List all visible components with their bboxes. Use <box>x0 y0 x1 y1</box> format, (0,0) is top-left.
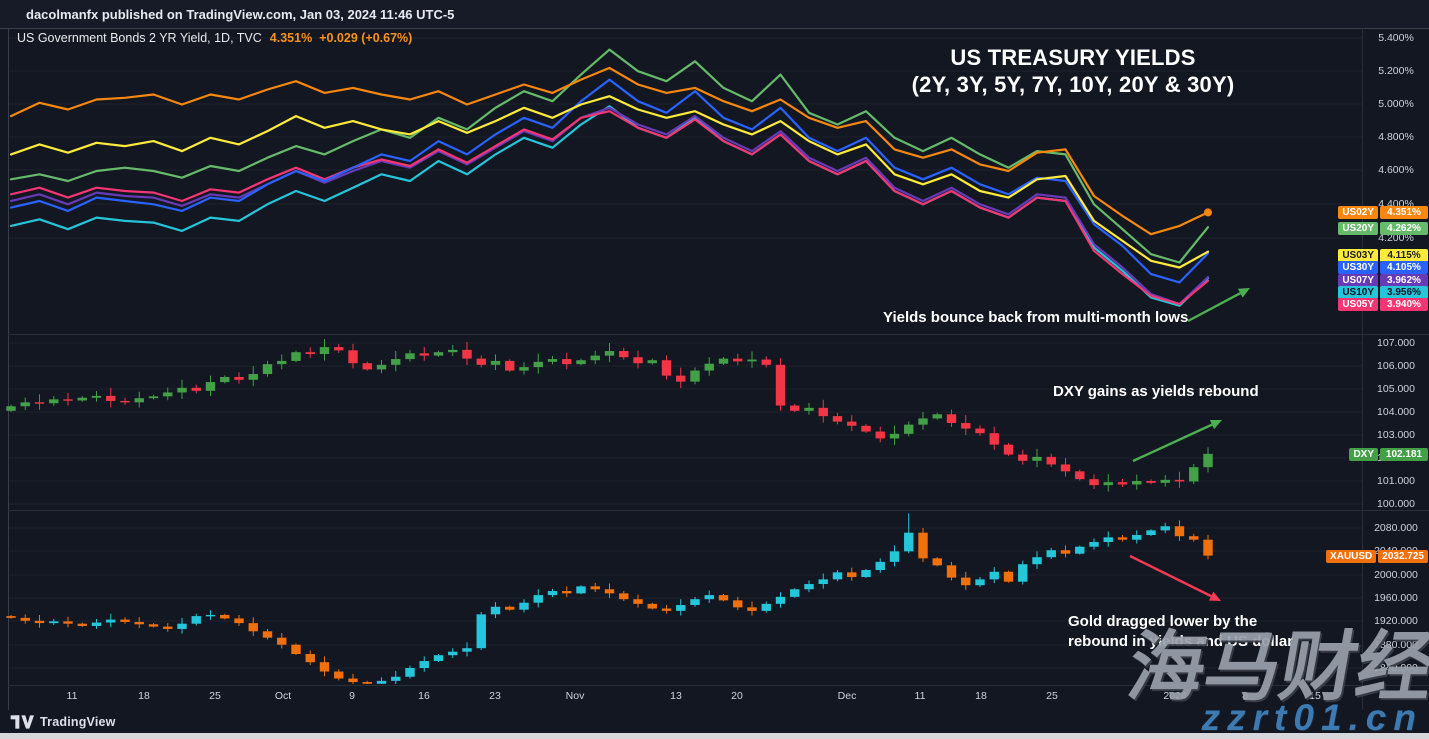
series-badge-US02Y: US02Y 4.351% <box>1338 206 1428 219</box>
dxy-note-annotation: DXY gains as yields rebound <box>1053 383 1259 400</box>
time-tick: 18 <box>138 690 150 702</box>
price-tick: 1840.000 <box>1374 662 1418 674</box>
price-tick: 103.000 <box>1377 429 1415 441</box>
time-tick: 13 <box>670 690 682 702</box>
time-tick: 20 <box>731 690 743 702</box>
yield-lines <box>9 48 1212 307</box>
price-tick: 4.200% <box>1378 232 1414 244</box>
symbol-change: +0.029 (+0.67%) <box>319 31 413 45</box>
price-tick: 107.000 <box>1377 337 1415 349</box>
series-badge-DXY: DXY 102.181 <box>1349 448 1428 461</box>
last-point-dot-US02Y <box>1204 208 1212 217</box>
price-tick: 1960.000 <box>1374 592 1418 604</box>
pane-divider-gold[interactable] <box>8 510 1429 511</box>
price-scale-separator[interactable] <box>1362 28 1363 710</box>
time-scale-separator[interactable] <box>8 685 1429 686</box>
pane-divider-dxy[interactable] <box>8 334 1429 335</box>
price-tick: 5.000% <box>1378 98 1414 110</box>
yields-note-annotation: Yields bounce back from multi-month lows <box>883 309 1189 326</box>
symbol-title: US Government Bonds 2 YR Yield, 1D, TVC <box>17 31 262 45</box>
yield-line-US03Y <box>9 95 1210 269</box>
tradingview-logo-icon[interactable] <box>10 714 34 730</box>
yield-line-US02Y <box>9 66 1210 236</box>
dxy-candles <box>6 339 1213 492</box>
annotation-arrows <box>1129 288 1250 601</box>
series-badge-US05Y: US05Y 3.940% <box>1338 298 1428 311</box>
window-bottom-strip <box>0 733 1429 739</box>
watermark-chinese: 海马财经 <box>1121 625 1429 710</box>
series-badge-US07Y: US07Y 3.962% <box>1338 274 1428 287</box>
footer-toolbar: TradingView <box>0 710 1429 733</box>
time-tick: Oct <box>274 690 292 702</box>
series-badge-US03Y: US03Y 4.115% <box>1338 249 1428 262</box>
time-tick: 2024 <box>1163 690 1187 702</box>
price-tick: 5.400% <box>1378 32 1414 44</box>
tradingview-brand-label[interactable]: TradingView <box>40 714 116 729</box>
gold-note-line1: Gold dragged lower by the <box>1068 613 1258 630</box>
symbol-last-value: 4.351% <box>269 31 313 45</box>
yield-line-US07Y <box>9 106 1210 306</box>
yields-title-annotation: US TREASURY YIELDS (2Y, 3Y, 5Y, 7Y, 10Y,… <box>888 44 1258 98</box>
series-badge-US20Y: US20Y 4.262% <box>1338 222 1428 235</box>
time-tick: 8 <box>1242 690 1248 702</box>
price-tick: 106.000 <box>1377 360 1415 372</box>
symbol-legend[interactable]: US Government Bonds 2 YR Yield, 1D, TVC 4… <box>17 31 412 45</box>
xauusd-candles <box>6 513 1213 684</box>
time-tick: 16 <box>418 690 430 702</box>
yield-line-US20Y <box>9 48 1210 264</box>
yields-title-line1: US TREASURY YIELDS <box>950 45 1196 70</box>
price-tick: 105.000 <box>1377 383 1415 395</box>
time-tick: 9 <box>349 690 355 702</box>
price-tick: 4.600% <box>1378 164 1414 176</box>
gold-note-annotation: Gold dragged lower by the rebound in yie… <box>1068 612 1293 652</box>
publish-info-bar: dacolmanfx published on TradingView.com,… <box>0 0 1429 28</box>
time-tick: Dec <box>837 690 857 702</box>
yield-line-US30Y <box>9 78 1210 284</box>
publish-info-text: dacolmanfx published on TradingView.com,… <box>26 6 455 22</box>
price-tick: 1880.000 <box>1374 639 1418 651</box>
price-tick: 1920.000 <box>1374 615 1418 627</box>
time-tick: 25 <box>1046 690 1058 702</box>
series-badge-US30Y: US30Y 4.105% <box>1338 261 1428 274</box>
time-tick: 11 <box>66 690 78 702</box>
time-tick: Nov <box>565 690 585 702</box>
series-badge-US10Y: US10Y 3.956% <box>1338 286 1428 299</box>
time-tick: 25 <box>209 690 221 702</box>
watermark-site-url: zzrt01.cn <box>1201 697 1423 738</box>
price-tick: 2080.000 <box>1374 522 1418 534</box>
gold-note-line2: rebound in yields and US dollar <box>1068 633 1294 650</box>
time-tick: 18 <box>975 690 987 702</box>
time-tick: 15 <box>1309 690 1321 702</box>
price-tick: 104.000 <box>1377 406 1415 418</box>
yields-title-line2: (2Y, 3Y, 5Y, 7Y, 10Y, 20Y & 30Y) <box>911 72 1235 97</box>
frame-top-line <box>0 28 1429 29</box>
chart-plot-area[interactable] <box>0 0 1429 710</box>
price-tick: 101.000 <box>1377 475 1415 487</box>
yield-line-US05Y <box>9 110 1210 306</box>
series-badge-XAUUSD: XAUUSD 2032.725 <box>1326 550 1428 563</box>
price-tick: 2000.000 <box>1374 569 1418 581</box>
time-tick: 23 <box>489 690 501 702</box>
price-tick: 5.200% <box>1378 65 1414 77</box>
time-tick: 11 <box>914 690 926 702</box>
price-tick: 4.800% <box>1378 131 1414 143</box>
frame-left-line <box>8 28 9 710</box>
price-tick: 100.000 <box>1377 498 1415 510</box>
